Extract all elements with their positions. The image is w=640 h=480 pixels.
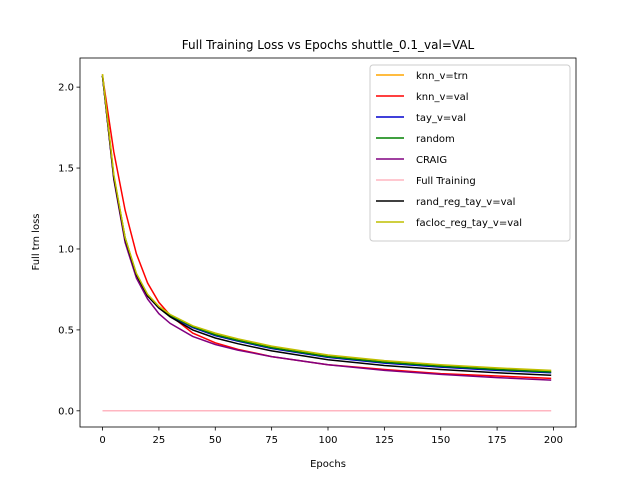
y-axis: 0.0 0.5 1.0 1.5 2.0	[58, 83, 80, 417]
x-tick-label: 100	[318, 435, 337, 446]
y-tick-label: 1.5	[58, 164, 74, 175]
series-line-4	[101, 75, 552, 381]
legend-label-2: tay_v=val	[416, 113, 466, 124]
series-line-7	[101, 74, 552, 372]
x-tick-label: 200	[544, 435, 563, 446]
legend-box	[369, 64, 571, 242]
x-tick-label: 0	[99, 435, 105, 446]
y-tick-label: 0.5	[58, 325, 74, 336]
series-line-1	[101, 75, 552, 380]
y-tick-label: 2.0	[58, 83, 74, 94]
y-tick-label: 1.0	[58, 244, 74, 255]
legend-label-6: rand_reg_tay_v=val	[416, 197, 515, 208]
legend-label-4: CRAIG	[416, 155, 447, 166]
x-tick-label: 150	[431, 435, 450, 446]
legend-label-0: knn_v=trn	[416, 71, 468, 82]
plot-lines	[101, 74, 552, 412]
x-tick-label: 50	[209, 435, 222, 446]
x-axis: 0 25 50 75 100 125 150 175 200	[99, 427, 563, 446]
x-tick-label: 25	[153, 435, 166, 446]
x-tick-label: 75	[265, 435, 278, 446]
legend-label-1: knn_v=val	[416, 92, 469, 103]
x-tick-label: 125	[375, 435, 394, 446]
legend-label-5: Full Training	[416, 176, 476, 187]
legend-label-3: random	[416, 134, 455, 145]
y-tick-label: 0.0	[58, 406, 74, 417]
legend-label-7: facloc_reg_tay_v=val	[416, 218, 522, 229]
x-axis-label: Epochs	[310, 459, 346, 470]
x-tick-label: 175	[488, 435, 507, 446]
y-axis-label: Full trn loss	[31, 214, 42, 271]
chart-title: Full Training Loss vs Epochs shuttle_0.1…	[182, 38, 475, 52]
